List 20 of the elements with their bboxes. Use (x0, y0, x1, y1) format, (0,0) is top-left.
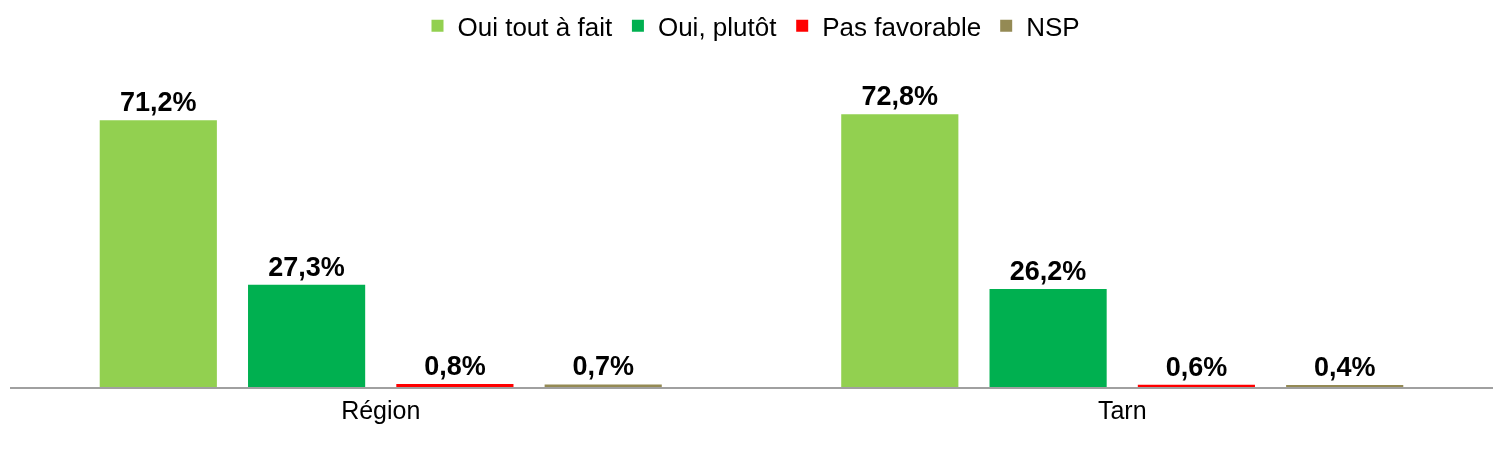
bar (248, 284, 366, 387)
data-label: 0,7% (572, 351, 634, 382)
bar (989, 288, 1107, 387)
bar (396, 384, 514, 387)
data-label: 26,2% (1009, 255, 1087, 286)
data-label: 27,3% (268, 251, 345, 282)
data-label: 0,6% (1165, 351, 1228, 382)
legend-label: NSP (1026, 11, 1080, 42)
x-tick-label: Région (341, 396, 421, 424)
data-label: 71,2% (120, 87, 197, 118)
legend-label: Oui tout à fait (457, 11, 613, 42)
data-label: 72,8% (861, 81, 939, 112)
legend-label: Oui, plutôt (657, 11, 778, 42)
bar (841, 114, 959, 387)
bar (544, 384, 662, 387)
legend-label: Pas favorable (822, 11, 982, 42)
x-tick-label: Tarn (1097, 396, 1147, 424)
bar (99, 120, 217, 387)
data-label: 0,4% (1313, 352, 1376, 382)
data-label: 0,8% (424, 351, 486, 381)
